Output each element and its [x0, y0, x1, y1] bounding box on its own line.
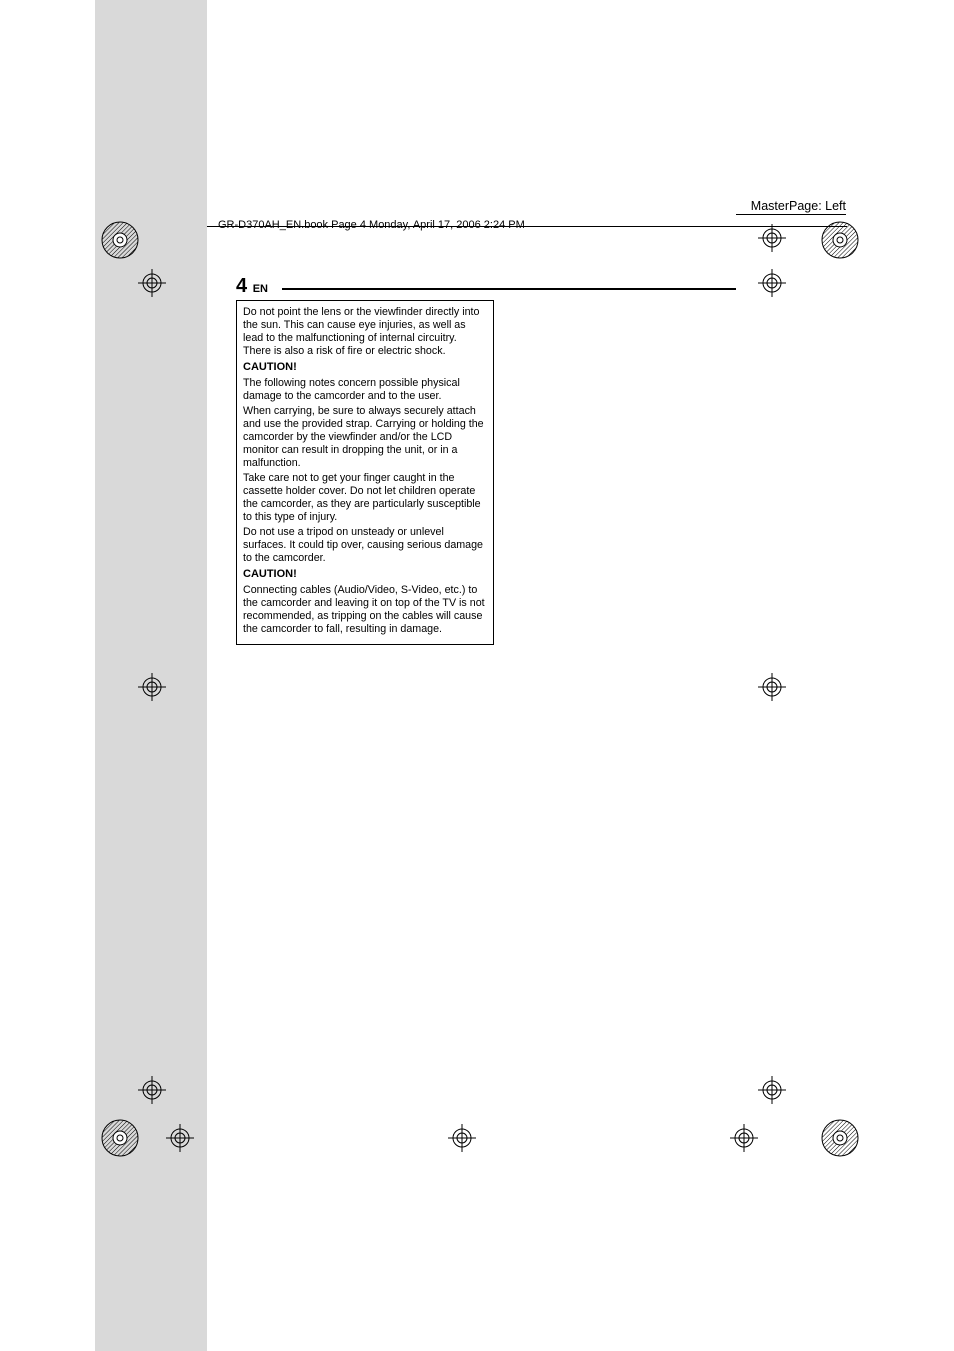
para-carrying: When carrying, be sure to always securel…	[243, 405, 487, 470]
header-rule	[282, 288, 736, 290]
safety-content-box: Do not point the lens or the viewfinder …	[236, 300, 494, 645]
page-lang: EN	[253, 283, 268, 295]
corner-registration-icon	[100, 220, 140, 260]
book-info-line: GR-D370AH_EN.book Page 4 Monday, April 1…	[218, 219, 525, 231]
page-number: 4	[236, 275, 247, 297]
masterpage-rule	[736, 214, 846, 215]
registration-mark-icon	[138, 1076, 166, 1104]
page-number-header: 4 EN	[236, 275, 268, 298]
registration-mark-icon	[730, 1124, 758, 1152]
registration-mark-icon	[166, 1124, 194, 1152]
registration-mark-icon	[138, 269, 166, 297]
caution-heading-2: CAUTION!	[243, 568, 487, 581]
para-sun-warning: Do not point the lens or the viewfinder …	[243, 306, 487, 358]
corner-registration-icon	[820, 220, 860, 260]
para-damage-intro: The following notes concern possible phy…	[243, 377, 487, 403]
registration-mark-icon	[448, 1124, 476, 1152]
corner-registration-icon	[100, 1118, 140, 1158]
masterpage-label: MasterPage: Left	[751, 199, 846, 213]
para-cassette-cover: Take care not to get your finger caught …	[243, 472, 487, 524]
registration-mark-icon	[138, 673, 166, 701]
registration-mark-icon	[758, 224, 786, 252]
page-root: MasterPage: Left GR-D370AH_EN.book Page …	[0, 0, 954, 1351]
corner-registration-icon	[820, 1118, 860, 1158]
registration-mark-icon	[758, 673, 786, 701]
caution-heading-1: CAUTION!	[243, 361, 487, 374]
para-cables: Connecting cables (Audio/Video, S-Video,…	[243, 584, 487, 636]
para-tripod: Do not use a tripod on unsteady or unlev…	[243, 526, 487, 565]
registration-mark-icon	[758, 1076, 786, 1104]
registration-mark-icon	[758, 269, 786, 297]
